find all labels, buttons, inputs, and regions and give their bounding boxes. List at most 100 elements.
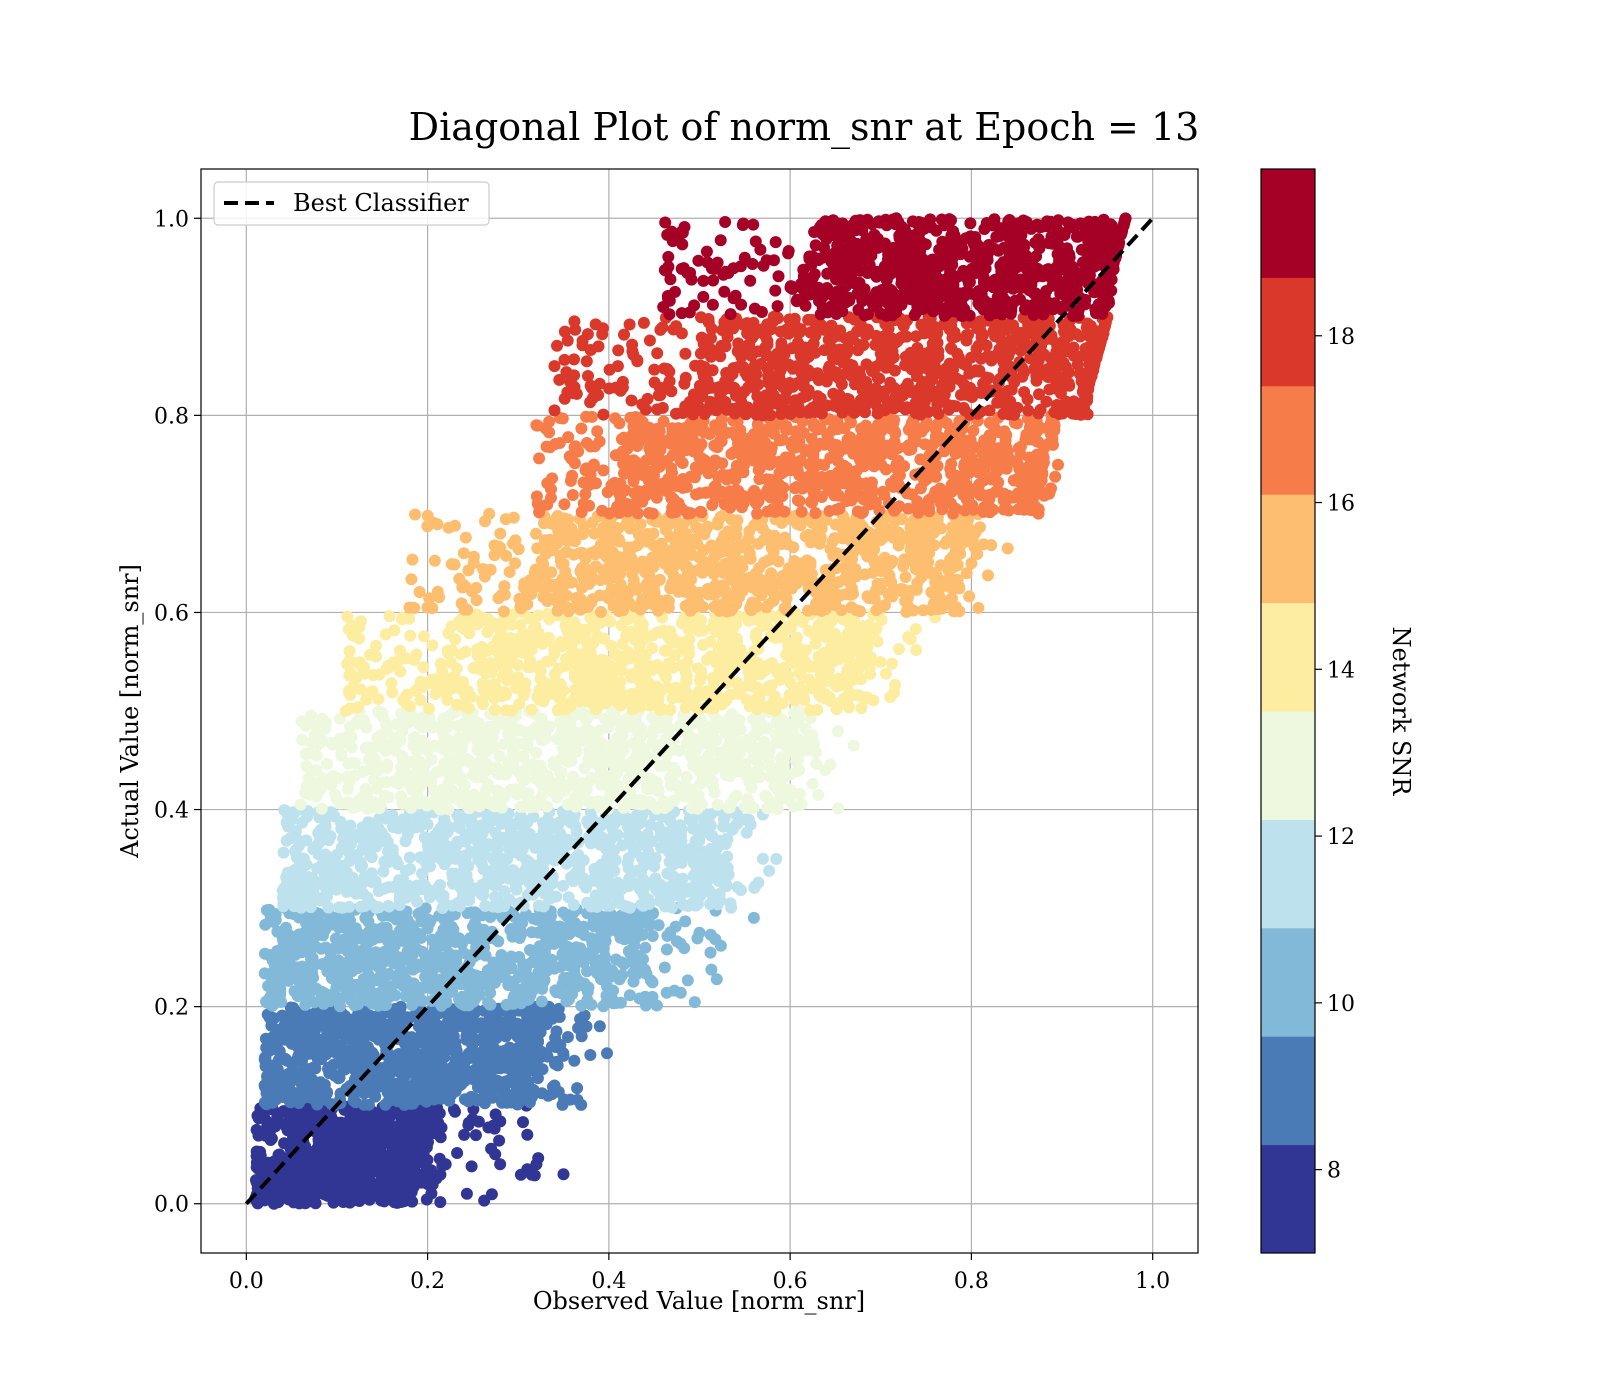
data-point [671,821,684,833]
data-point [282,1193,295,1206]
data-point [709,865,722,878]
data-point [594,748,607,761]
data-point [388,880,401,893]
data-point [386,848,399,861]
data-point [501,832,514,845]
data-point [705,963,718,976]
data-point [443,1094,456,1107]
data-point [345,741,358,754]
data-point [768,798,781,811]
data-point [348,1107,361,1120]
data-point [334,1000,346,1013]
data-point [462,828,475,840]
data-point [415,761,428,773]
data-point [305,1123,318,1136]
data-point [413,1058,426,1071]
data-point [613,750,626,763]
data-point [674,937,687,950]
data-point [291,882,304,895]
data-point [315,1014,328,1027]
data-point [479,899,492,912]
data-point [693,764,706,777]
data-point [672,779,685,792]
data-point [360,944,373,957]
data-point [358,874,371,886]
data-point [546,834,559,847]
snr-band-points [258,1000,613,1111]
data-point [403,1050,416,1063]
snr-band-points [258,902,760,1013]
data-point [886,657,899,670]
data-point [372,1033,385,1046]
data-point [606,848,618,861]
data-point [481,964,494,977]
data-point [832,802,845,815]
data-point [723,742,736,755]
data-point [604,970,617,983]
data-point [435,892,448,904]
data-point [423,917,436,930]
data-point [720,880,733,893]
data-point [655,841,668,854]
data-point [396,1075,409,1088]
data-point [572,730,585,743]
data-point [371,1188,384,1201]
data-point [806,729,819,742]
data-point [668,743,681,756]
data-point [741,733,754,746]
data-point [277,1082,290,1095]
data-point [386,1024,399,1037]
data-point [333,732,346,745]
data-point [526,764,539,777]
data-point [598,911,611,924]
data-point [595,778,607,791]
data-point [476,748,489,761]
data-point [649,872,662,885]
plot-area: 0.0 0.2 0.4 0.6 0.8 1.0 0.00.20.40.60.81.0 [154,168,1199,1294]
data-point [420,1163,433,1176]
data-point [569,867,582,880]
data-point [483,760,496,773]
data-point [352,927,365,940]
data-point [525,703,538,716]
data-point [319,776,332,789]
data-point [456,886,469,899]
data-point [403,1132,416,1145]
data-point [329,1131,342,1144]
data-point [400,973,413,986]
data-point [284,832,297,845]
data-point [739,800,751,813]
data-point [336,901,349,914]
data-point [439,765,452,777]
data-point [642,913,655,926]
data-point [692,789,705,802]
data-point-outlier [421,1178,434,1190]
data-point [277,897,290,909]
data-point [369,1147,382,1160]
data-point [571,949,584,962]
data-point-outlier [793,764,806,777]
data-point [283,1153,296,1166]
data-point [623,875,636,888]
data-point [455,742,468,755]
data-point [379,1170,392,1182]
data-point [669,920,682,933]
data-point [303,1157,316,1170]
data-point [443,1076,456,1089]
data-point [263,903,276,916]
data-point [401,828,414,841]
data-point [357,842,370,855]
data-point [317,823,330,836]
data-point [381,1086,394,1099]
data-point [253,1187,266,1199]
data-point [386,686,399,699]
data-point [460,1187,473,1200]
data-point [449,633,462,646]
data-point [698,721,711,734]
data-point [286,1072,298,1084]
data-point [335,1144,347,1157]
data-point [376,922,389,934]
data-point [380,835,393,848]
data-point [446,1039,459,1052]
data-point [334,797,347,810]
